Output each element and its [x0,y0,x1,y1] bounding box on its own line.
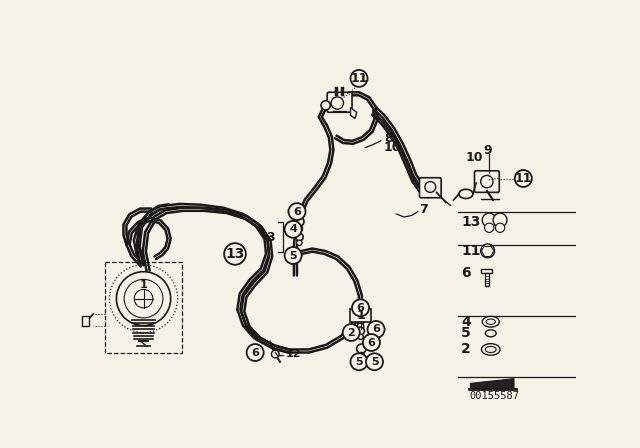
Circle shape [357,323,364,330]
Circle shape [358,354,365,362]
Circle shape [425,181,436,192]
Circle shape [358,361,364,366]
Circle shape [351,353,367,370]
FancyBboxPatch shape [481,269,492,273]
Circle shape [495,223,505,233]
Text: 6: 6 [461,266,471,280]
Circle shape [515,170,532,187]
Circle shape [358,353,365,359]
Ellipse shape [482,316,499,327]
Circle shape [343,324,360,341]
Text: 3: 3 [267,231,275,244]
Circle shape [351,70,367,87]
Text: 5: 5 [371,357,378,367]
Circle shape [331,97,344,109]
Text: 8: 8 [384,132,392,145]
Circle shape [356,344,366,353]
Circle shape [321,101,330,110]
Text: 6: 6 [252,348,259,358]
Circle shape [356,327,364,335]
Text: 5: 5 [461,326,471,340]
Circle shape [352,299,369,316]
Text: 11: 11 [350,72,368,85]
Text: 12: 12 [285,349,301,359]
Text: 6: 6 [356,303,365,313]
Text: 00155587: 00155587 [469,392,519,401]
Text: 4: 4 [461,314,471,329]
Text: 13: 13 [461,215,481,228]
Circle shape [493,213,507,227]
Text: 9: 9 [483,143,492,156]
Circle shape [482,213,496,227]
Text: 6: 6 [367,337,375,348]
Circle shape [363,334,380,351]
Ellipse shape [485,346,496,353]
Circle shape [285,221,301,238]
Text: 11: 11 [515,172,532,185]
FancyBboxPatch shape [81,315,90,326]
Text: 1: 1 [356,309,365,322]
Circle shape [294,217,304,226]
Text: 5: 5 [289,250,297,260]
Text: 6: 6 [293,207,301,217]
Ellipse shape [485,330,496,337]
Text: 5: 5 [355,357,363,367]
Text: 1: 1 [140,280,147,290]
Circle shape [296,233,303,241]
Text: 7: 7 [419,203,428,216]
Circle shape [484,223,494,233]
Text: 13: 13 [225,247,244,261]
Ellipse shape [481,344,500,355]
Polygon shape [351,108,356,118]
Text: 2: 2 [461,342,471,357]
Circle shape [289,203,305,220]
Circle shape [285,247,301,264]
Ellipse shape [486,319,495,324]
FancyBboxPatch shape [327,92,352,112]
Circle shape [481,176,493,188]
Text: 11: 11 [461,244,481,258]
Circle shape [271,350,279,358]
FancyBboxPatch shape [484,273,489,285]
Text: 2: 2 [348,327,355,337]
Circle shape [296,225,303,232]
Circle shape [296,240,302,246]
Circle shape [358,334,364,340]
Text: 6: 6 [372,324,380,334]
Ellipse shape [459,189,473,198]
FancyBboxPatch shape [349,310,371,322]
Circle shape [246,344,264,361]
Circle shape [356,315,365,324]
Circle shape [224,243,246,265]
Circle shape [367,321,385,338]
Circle shape [481,244,495,258]
Polygon shape [470,379,514,389]
FancyBboxPatch shape [419,178,441,198]
Circle shape [366,353,383,370]
FancyBboxPatch shape [474,171,499,192]
Text: 10: 10 [466,151,483,164]
Text: 4: 4 [289,224,297,234]
Text: 10: 10 [384,141,401,154]
